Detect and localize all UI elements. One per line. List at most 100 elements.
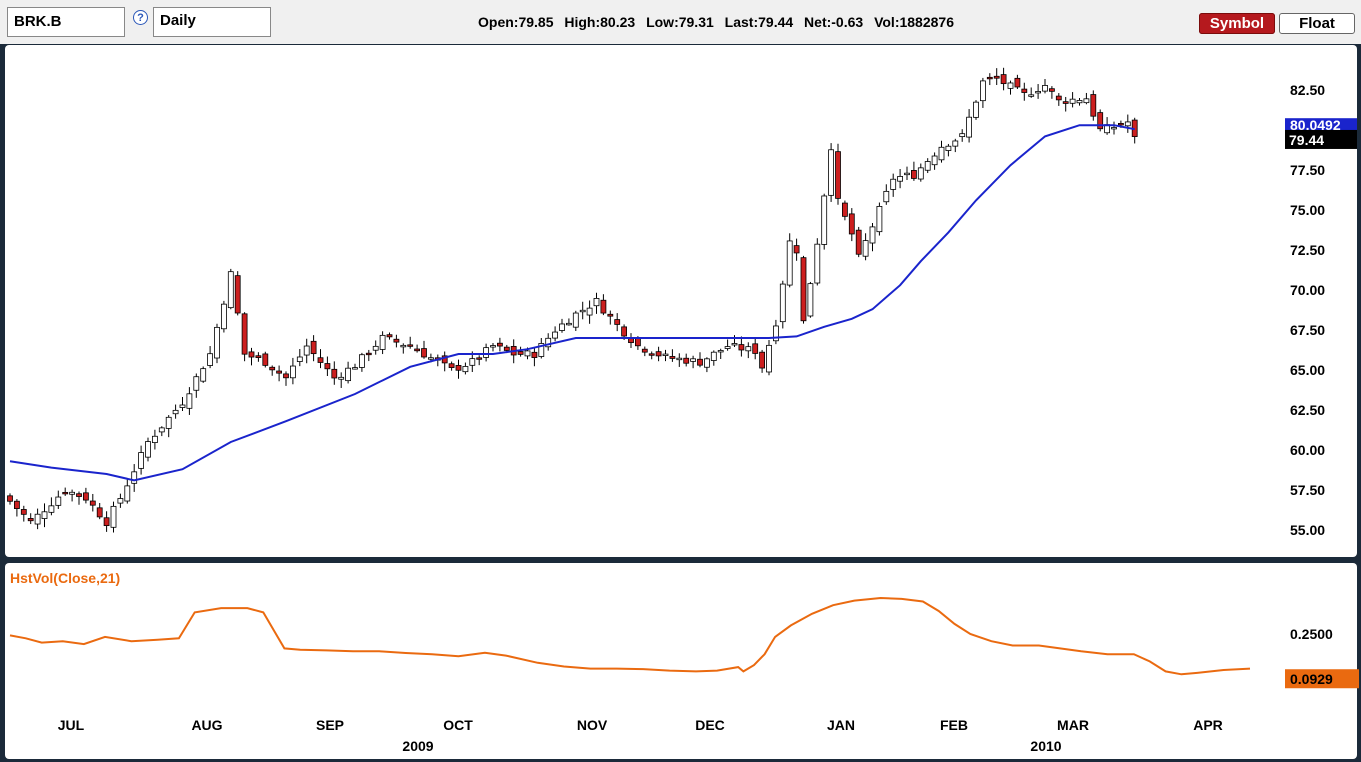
candle-up [462,366,469,373]
candle-down [496,342,503,347]
candle-down [20,509,27,515]
price-tick-label: 65.00 [1290,362,1325,378]
candle-up [876,206,883,233]
candle-down [324,363,331,370]
ma-value-tag: 80.0492 [1285,117,1357,133]
indicator-panel[interactable] [5,563,1357,759]
candle-down [848,213,855,235]
hstvol-line [9,596,1251,676]
candle-down [407,344,414,347]
candle-down [600,299,607,314]
quote-last: Last:79.44 [724,14,794,30]
price-tick-label: 57.50 [1290,482,1325,498]
candle-down [276,370,283,374]
candle-up [158,427,165,433]
candle-up [427,357,434,360]
candle-down [421,348,427,358]
candle-down [697,358,703,366]
candle-down [62,491,69,495]
candle-down [96,507,103,518]
time-axis: JUL AUG SEP OCT NOV DEC JAN FEB MAR APR 2009 2010 [58,717,1223,754]
candle-down [1062,101,1069,104]
hstvol-value-text: 0.0929 [1290,671,1333,687]
candle-up [1076,100,1083,104]
candle-down [248,351,255,358]
candle-down [13,500,20,509]
candle-down [455,365,462,371]
candle-up [227,271,234,309]
candle-down [262,353,269,366]
candle-up [372,345,379,351]
candle-up [172,409,179,415]
symbol-input[interactable]: BRK.B [7,7,125,37]
candle-down [103,517,110,527]
candle-down [441,355,448,364]
candle-down [331,368,338,379]
quote-summary: Open:79.85 High:80.23 Low:79.31 Last:79.… [478,14,961,30]
candle-up [869,226,876,244]
candle-down [448,363,455,368]
candle-down [283,373,289,379]
candle-up [917,167,924,180]
help-icon[interactable]: ? [133,10,148,25]
candle-up [358,354,365,368]
candle-up [552,331,558,339]
candle-up [193,376,200,391]
month-label: JUL [58,717,85,733]
candle-up [1042,85,1048,92]
candle-down [648,353,655,356]
price-tick-label: 77.50 [1290,162,1325,178]
float-button[interactable]: Float [1279,13,1355,34]
candle-down [911,170,917,179]
hstvol-value-tag: 0.0929 [1285,669,1359,689]
candle-up [296,356,303,362]
candle-up [786,240,793,286]
candle-down [255,355,262,358]
candle-down [76,493,82,497]
candle-down [234,275,241,314]
candlesticks [7,67,1138,533]
candle-down [655,351,662,357]
candle-up [724,346,731,349]
month-label: AUG [191,717,222,733]
candle-down [365,352,372,356]
candle-up [200,368,207,382]
period-select[interactable]: Daily [153,7,271,37]
symbol-button[interactable]: Symbol [1199,13,1275,34]
candle-down [759,351,765,369]
month-label: NOV [577,717,608,733]
candle-up [980,80,986,102]
candle-up [1035,91,1041,94]
candle-up [704,358,710,368]
candle-up [545,337,552,348]
price-tick-label: 62.50 [1290,402,1325,418]
candle-up [41,511,48,519]
candle-down [1049,88,1055,92]
candle-up [145,441,151,458]
candle-up [883,190,890,203]
candle-up [586,307,593,316]
candle-down [1021,88,1028,93]
month-label: DEC [695,717,725,733]
candle-up [179,404,186,408]
candle-up [1124,121,1131,127]
candle-up [400,344,407,348]
quote-vol: Vol:1882876 [874,14,954,30]
price-tick-label: 67.50 [1290,322,1325,338]
candle-down [1055,95,1062,101]
candle-down [1118,123,1124,126]
candle-up [138,452,145,469]
candle-down [738,344,745,351]
candle-down [241,313,248,355]
candle-down [793,245,800,254]
month-label: SEP [316,717,344,733]
price-tick-label: 70.00 [1290,282,1325,298]
candle-down [310,340,317,355]
candle-up [1111,127,1117,130]
candle-up [151,435,158,443]
candle-up [966,116,972,138]
candle-up [490,345,496,348]
candle-down [317,357,324,363]
candle-up [303,345,310,356]
candle-up [779,283,786,323]
